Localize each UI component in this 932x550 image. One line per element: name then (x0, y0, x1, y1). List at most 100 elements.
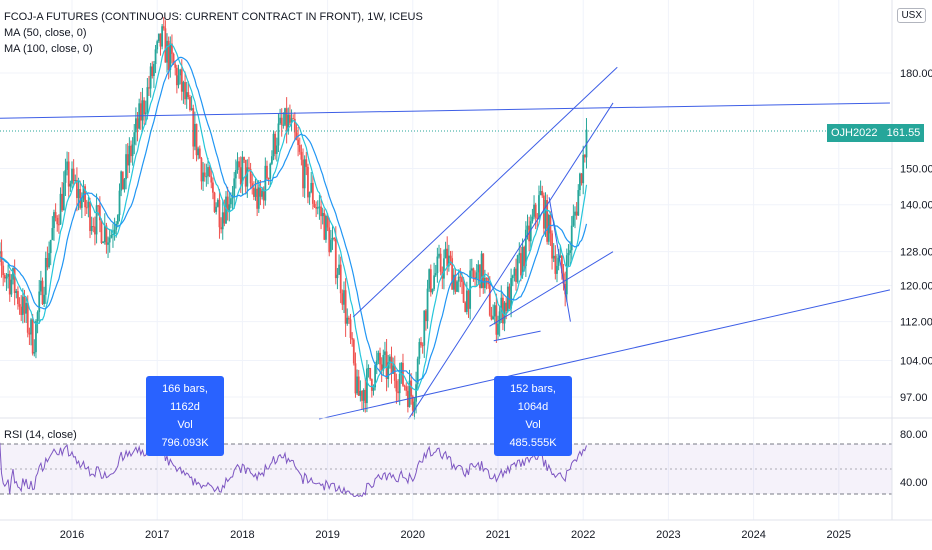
candle-body (465, 290, 468, 312)
candle-body (375, 360, 378, 366)
candle-body (456, 281, 458, 292)
candle-body (203, 172, 206, 177)
candle-body (31, 319, 34, 354)
measure-box-1[interactable]: 166 bars, 1162d Vol 796.093K (146, 376, 224, 456)
candle-body (346, 317, 349, 324)
candle-body (582, 154, 585, 184)
trendline[interactable] (548, 197, 571, 322)
rsi-legend[interactable]: RSI (14, close) (4, 429, 77, 441)
trendline[interactable] (352, 66, 618, 318)
candlestick-series (0, 17, 588, 420)
candle-body (397, 391, 399, 394)
candle-body (256, 188, 259, 209)
time-tick-label: 2019 (315, 529, 339, 541)
trendline[interactable] (0, 102, 890, 119)
candle-body (74, 180, 77, 182)
trendline[interactable] (318, 289, 891, 420)
candle-body (580, 173, 583, 184)
candle-body (274, 133, 277, 154)
trendline[interactable] (408, 102, 614, 420)
time-tick-label: 2017 (145, 529, 169, 541)
candle-body (156, 41, 159, 50)
candle-body (313, 203, 316, 208)
candle-body (348, 317, 350, 320)
candle-body (200, 158, 203, 182)
trendline-drawings[interactable] (0, 66, 891, 420)
candle-body (443, 258, 445, 279)
candle-body (523, 246, 526, 267)
candle-body (151, 66, 154, 77)
candle-body (95, 205, 98, 235)
candle-body (272, 133, 275, 157)
candle-body (367, 367, 370, 369)
candle-body (461, 277, 463, 283)
candle-body (108, 237, 111, 243)
candle-body (80, 199, 83, 208)
measure-box-2[interactable]: 152 bars, 1064d Vol 485.555K (494, 376, 572, 456)
candle-body (533, 204, 535, 217)
candle-body (539, 191, 542, 196)
candle-body (538, 195, 540, 219)
candle-body (434, 273, 437, 276)
candle-body (20, 306, 23, 315)
trendline[interactable] (489, 251, 614, 327)
candle-body (388, 356, 391, 363)
candle-body (577, 190, 580, 216)
candle-body (69, 183, 72, 187)
candle-body (500, 297, 503, 312)
price-tick-label: 180.00 (900, 68, 932, 80)
candle-body (115, 223, 118, 230)
candle-body (118, 190, 121, 216)
candle-body (249, 168, 252, 184)
candle-body (28, 332, 31, 335)
candle-body (193, 123, 196, 147)
candle-body (257, 187, 260, 209)
measure-bars-2: 152 bars, 1064d (510, 383, 556, 413)
candle-body (280, 117, 283, 125)
ma-100-legend[interactable]: MA (100, close, 0) (4, 43, 93, 55)
candle-body (85, 207, 88, 209)
candle-body (315, 207, 318, 209)
candle-body (98, 205, 101, 221)
candle-body (498, 311, 501, 324)
candle-body (426, 288, 429, 322)
candle-body (408, 380, 411, 407)
candle-body (513, 268, 516, 276)
candle-body (457, 276, 460, 282)
time-tick-label: 2025 (827, 529, 851, 541)
candle-body (177, 75, 180, 86)
candle-body (125, 154, 127, 180)
candle-body (449, 255, 452, 259)
candle-body (334, 238, 337, 279)
ma-50-legend[interactable]: MA (50, close, 0) (4, 27, 87, 39)
candle-body (305, 159, 308, 167)
symbol-title[interactable]: FCOJ-A FUTURES (CONTINUOUS: CURRENT CONT… (4, 11, 423, 23)
candle-body (174, 64, 177, 68)
candle-body (470, 268, 473, 271)
trendline[interactable] (493, 330, 541, 342)
candle-body (248, 167, 250, 169)
candle-body (197, 148, 200, 156)
candle-body (518, 253, 521, 256)
candle-body (254, 188, 257, 197)
candle-body (433, 275, 435, 289)
candle-body (157, 33, 160, 42)
candle-body (282, 124, 285, 126)
candle-body (33, 352, 36, 354)
candle-body (303, 159, 306, 189)
candle-body (21, 296, 24, 315)
candle-body (285, 108, 288, 132)
candle-body (502, 297, 504, 324)
price-tick-label: 128.00 (900, 247, 932, 259)
candle-body (43, 294, 46, 305)
candle-body (3, 275, 6, 279)
candle-body (395, 380, 398, 392)
candle-body (102, 242, 105, 244)
candle-body (343, 290, 345, 305)
candle-body (162, 26, 165, 29)
candle-body (385, 351, 388, 379)
candle-body (289, 114, 291, 123)
currency-button[interactable]: USX (897, 8, 926, 23)
candle-body (7, 274, 9, 277)
